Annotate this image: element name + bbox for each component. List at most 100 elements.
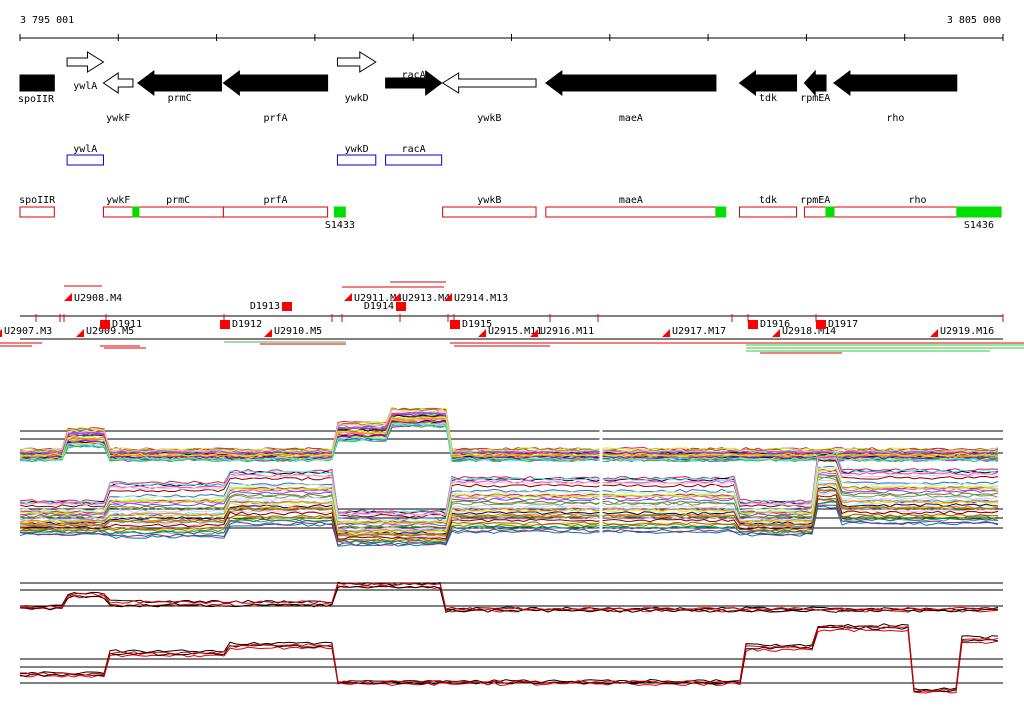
expression-line [19, 500, 999, 544]
segment-label-U2911.M4: U2911.M4 [354, 293, 402, 304]
gene-label-rho: rho [886, 113, 904, 124]
segment-label-D1915: D1915 [462, 319, 492, 330]
green-site-label: S1433 [325, 220, 355, 231]
expression-line [19, 505, 999, 547]
blue-feature-label-ywlA: ywlA [73, 144, 97, 155]
ruler-end-label: 3 805 000 [947, 15, 1001, 26]
expression-line [19, 411, 999, 454]
expression-line [19, 416, 999, 457]
gene-label-maeA: maeA [619, 113, 643, 124]
expression-line [19, 626, 999, 693]
expression-line [19, 406, 999, 452]
coordinate-ruler: 3 795 001 3 805 000 [19, 15, 1004, 41]
segment-marker-U2909.M5 [76, 329, 84, 337]
expression-line [19, 479, 999, 531]
expression-line [19, 409, 999, 453]
gene-label-ywkD: ywkD [345, 93, 369, 104]
expression-line [19, 408, 999, 453]
segment-marker-D1914 [396, 302, 406, 311]
red-feature-label-maeA: maeA [619, 195, 643, 206]
expression-line [19, 501, 999, 545]
segment-marker-U2908.M4 [64, 293, 72, 301]
gene-arrow-ywlA [66, 51, 105, 73]
gene-label-prmC: prmC [168, 93, 192, 104]
red-feature-label-prfA: prfA [263, 195, 287, 206]
expression-panel-2 [19, 451, 1003, 547]
green-site [956, 206, 1002, 218]
expression-line [19, 456, 999, 516]
segment-marker-D1916 [748, 320, 758, 329]
red-feature-label-ywkF: ywkF [106, 195, 130, 206]
green-site [825, 206, 835, 218]
gene-arrow-racA [385, 70, 443, 96]
red-feature-label-prmC: prmC [166, 195, 190, 206]
segment-marker-D1917 [816, 320, 826, 329]
red-feature-label-rpmEA: rpmEA [800, 195, 830, 206]
gene-arrow-ywkB [441, 72, 537, 94]
ruler-start-label: 3 795 001 [20, 15, 74, 26]
red-feature-box-spoIIR [19, 206, 55, 218]
gene-label-racA: racA [402, 70, 426, 81]
red-feature-label-spoIIR: spoIIR [19, 195, 56, 206]
expression-line [19, 474, 999, 527]
segment-label-D1913: D1913 [250, 301, 280, 312]
expression-panel-1 [19, 406, 1003, 463]
gene-label-ywlA: ywlA [73, 81, 97, 92]
gene-arrow-rho [833, 70, 958, 96]
segment-marker-D1913 [282, 302, 292, 311]
gene-arrow-rpmEA [803, 69, 827, 97]
gene-arrow-ywkD [336, 51, 377, 73]
segment-label-U2913.M4: U2913.M4 [402, 293, 450, 304]
gene-arrow-ywkF [102, 72, 134, 94]
gene-label-rpmEA: rpmEA [800, 93, 830, 104]
blue-feature-label-ywkD: ywkD [345, 144, 369, 155]
blue-feature-box-ywlA [66, 154, 104, 166]
red-feature-box-maeA [545, 206, 717, 218]
segment-label-U2916.M11: U2916.M11 [540, 326, 594, 337]
expression-line [19, 412, 999, 455]
segment-label-U2907.M3: U2907.M3 [4, 326, 52, 337]
gene-arrow-prfA [222, 70, 329, 96]
ruler-ticks [19, 34, 1004, 41]
segment-label-U2908.M4: U2908.M4 [74, 293, 122, 304]
red-feature-box-prfA [222, 206, 329, 218]
segment-marker-U2911.M4 [344, 293, 352, 301]
expression-line [19, 585, 999, 613]
blue-feature-track: ywlA ywkD racA [66, 144, 443, 166]
red-feature-label-ywkB: ywkB [477, 195, 501, 206]
segment-marker-U2916.M11 [530, 329, 538, 337]
expression-line [19, 469, 999, 525]
segment-marker-U2919.M16 [930, 329, 938, 337]
segment-marker-D1912 [220, 320, 230, 329]
expression-line [19, 424, 999, 463]
red-feature-box-prmC [132, 206, 224, 218]
segment-label-D1917: D1917 [828, 319, 858, 330]
red-feature-box-ywkB [442, 206, 537, 218]
gene-arrow-maeA [545, 70, 717, 96]
expression-line [19, 465, 999, 522]
gene-label-spoIIR: spoIIR [18, 94, 55, 105]
segment-label-U2910.M5: U2910.M5 [274, 326, 322, 337]
green-site-label: S1436 [964, 220, 994, 231]
segment-marker-U2915.M11 [478, 329, 486, 337]
summary-lines-1 [19, 581, 999, 613]
segment-label-U2917.M17: U2917.M17 [672, 326, 726, 337]
segment-label-D1916: D1916 [760, 319, 790, 330]
segment-marker-U2910.M5 [264, 329, 272, 337]
expression-line [19, 486, 999, 535]
expression-line [19, 582, 999, 611]
expression-line [19, 417, 999, 458]
expression-lines-1 [19, 406, 999, 463]
red-feature-track: spoIIR ywkF prmC prfA ywkB maeA tdk rpmEA rho [19, 195, 1002, 218]
segment-label-U2915.M11: U2915.M11 [488, 326, 542, 337]
gene-track: spoIIR ywlA ywkF prmC prfA ywkD racA ywkB maeA td… [18, 51, 958, 124]
expression-line [19, 457, 999, 517]
gene-arrow-spoIIR [19, 74, 55, 92]
red-feature-label-rho: rho [908, 195, 926, 206]
segment-read-lines [0, 281, 1024, 354]
segment-marker-U2907.M3 [0, 329, 2, 337]
blue-feature-label-racA: racA [402, 144, 426, 155]
expression-line [19, 476, 999, 530]
blue-feature-box-racA [385, 154, 443, 166]
